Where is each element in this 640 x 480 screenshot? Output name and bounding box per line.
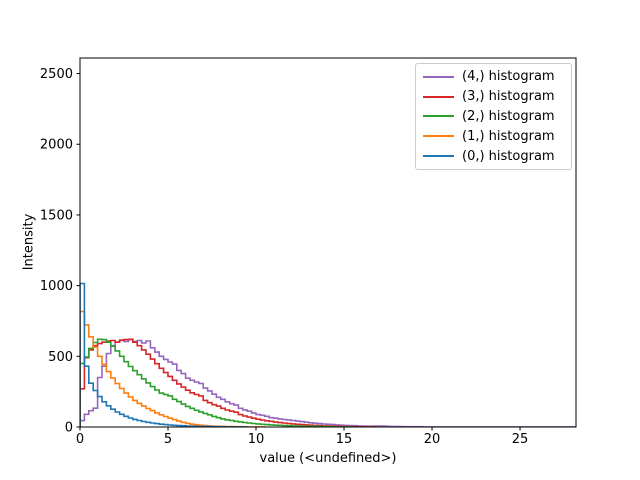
y-tick-label: 1000	[40, 279, 73, 294]
y-tick-label: 2500	[40, 67, 73, 82]
y-tick-label: 0	[65, 421, 73, 436]
legend-line-sample	[423, 155, 454, 158]
legend-entry: (0,) histogram	[423, 149, 564, 164]
legend-entry: (3,) histogram	[423, 89, 564, 104]
legend-line-sample	[423, 95, 454, 98]
x-tick-label: 0	[76, 432, 84, 447]
legend-label: (4,) histogram	[462, 69, 555, 85]
legend-box: (4,) histogram (3,) histogram (2,) histogr…	[415, 63, 572, 170]
legend-label: (1,) histogram	[462, 128, 555, 144]
legend-entry: (1,) histogram	[423, 129, 564, 144]
x-tick-label: 15	[336, 432, 353, 447]
legend-entry: (2,) histogram	[423, 109, 564, 124]
x-tick-label: 10	[248, 432, 265, 447]
legend-line-sample	[423, 75, 454, 78]
y-tick-label: 500	[48, 350, 73, 365]
series-line-2	[80, 338, 354, 427]
x-tick-label: 5	[164, 432, 172, 447]
series-line-3	[80, 310, 266, 427]
y-tick-label: 1500	[40, 208, 73, 223]
legend-label: (2,) histogram	[462, 108, 555, 124]
x-tick-label: 20	[424, 432, 441, 447]
y-axis-label: Intensity	[21, 213, 37, 271]
legend-line-sample	[423, 115, 454, 118]
legend-entry: (4,) histogram	[423, 69, 564, 84]
legend-label: (0,) histogram	[462, 148, 555, 164]
x-tick-label: 25	[512, 432, 529, 447]
legend-line-sample	[423, 135, 454, 138]
axes-frame	[79, 57, 577, 428]
series-line-0	[80, 338, 576, 427]
x-axis-label: value (<undefined>)	[259, 451, 397, 466]
series-line-4	[80, 282, 248, 427]
y-tick-label: 2000	[40, 138, 73, 153]
legend-label: (3,) histogram	[462, 89, 555, 105]
